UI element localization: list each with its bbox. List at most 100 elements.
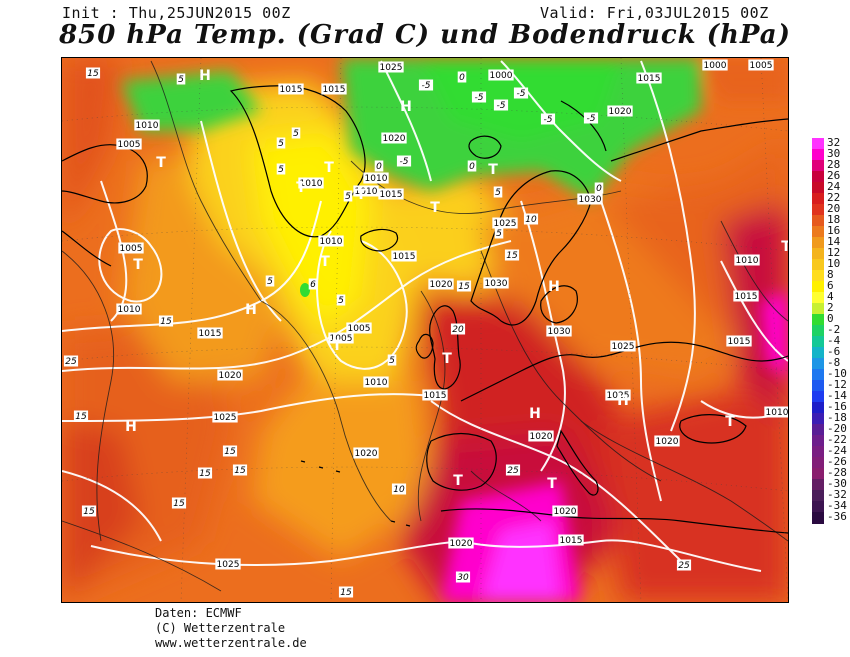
svg-text:H: H: [199, 68, 211, 84]
svg-text:1015: 1015: [560, 536, 583, 546]
isotherm-label: 10: [391, 483, 407, 495]
svg-text:10: 10: [525, 215, 537, 225]
isobar-label: 1015: [378, 188, 404, 200]
svg-text:-5: -5: [475, 93, 484, 103]
legend-swatch: [812, 226, 824, 238]
isotherm-label: 15: [85, 67, 101, 79]
legend-swatch: [812, 160, 824, 172]
legend-label: 32: [827, 136, 841, 149]
isobar-label: 1030: [483, 277, 509, 289]
legend-swatch: [812, 501, 824, 513]
isobar-label: 1010: [734, 254, 760, 266]
isobar-label: 1010: [764, 406, 788, 418]
isotherm-label: 15: [232, 464, 248, 476]
legend-swatch: [812, 314, 824, 326]
coastlines: [62, 85, 788, 534]
legend-swatch: [812, 391, 824, 403]
isobar-label: 1020: [607, 105, 633, 117]
credit-website: www.wetterzentrale.de: [155, 636, 307, 650]
svg-text:20: 20: [452, 325, 464, 335]
svg-text:1015: 1015: [638, 74, 661, 84]
graticule: [62, 58, 788, 602]
svg-text:15: 15: [199, 469, 211, 479]
svg-text:1025: 1025: [612, 342, 635, 352]
legend-swatch: [812, 479, 824, 491]
svg-text:H: H: [125, 419, 137, 435]
legend-label: -18: [827, 411, 847, 424]
low-pressure-centers: T T T T T T T T T T T T T T: [133, 155, 788, 492]
low-center-marker: T: [725, 414, 735, 430]
svg-text:15: 15: [173, 499, 185, 509]
low-center-marker: T: [781, 239, 788, 255]
svg-text:T: T: [324, 160, 334, 176]
legend-label: -8: [827, 356, 841, 369]
svg-text:1030: 1030: [485, 279, 508, 289]
legend-label: 10: [827, 257, 841, 270]
svg-text:1020: 1020: [219, 371, 242, 381]
svg-text:0: 0: [376, 162, 382, 172]
isobar-label: 1010: [298, 177, 324, 189]
init-time: Init : Thu,25JUN2015 00Z: [62, 4, 291, 22]
svg-text:1010: 1010: [355, 187, 378, 197]
isobar-label: 1015: [278, 83, 304, 95]
high-center-marker: H: [199, 68, 211, 84]
legend-label: -24: [827, 444, 847, 457]
svg-text:5: 5: [278, 139, 284, 149]
legend-label: -32: [827, 488, 847, 501]
legend-label: -20: [827, 422, 847, 435]
legend-label: 14: [827, 235, 841, 248]
legend-label: 22: [827, 191, 841, 204]
legend-swatch: [812, 336, 824, 348]
credit-data-source: Daten: ECMWF: [155, 606, 242, 620]
svg-text:H: H: [617, 393, 629, 409]
svg-text:25: 25: [678, 561, 690, 571]
svg-text:1015: 1015: [199, 329, 222, 339]
svg-text:1020: 1020: [355, 449, 378, 459]
svg-text:-5: -5: [587, 114, 596, 124]
svg-text:H: H: [400, 99, 412, 115]
svg-text:-5: -5: [422, 81, 431, 91]
isobar-label: 1020: [654, 435, 680, 447]
legend-swatch: [812, 512, 824, 524]
isotherm-label: 15: [338, 586, 354, 598]
isotherm-label: 20: [450, 323, 466, 335]
legend-label: -10: [827, 367, 847, 380]
legend-label: 24: [827, 180, 841, 193]
svg-text:5: 5: [293, 129, 299, 139]
isobar-label: 1015: [321, 83, 347, 95]
svg-text:T: T: [453, 473, 463, 489]
isobar-label: 1030: [546, 325, 572, 337]
legend-swatch: [812, 138, 824, 150]
isotherm-label: 15: [504, 249, 520, 261]
svg-text:T: T: [356, 187, 366, 203]
svg-text:1010: 1010: [365, 174, 388, 184]
svg-text:25: 25: [507, 466, 519, 476]
isotherm-label: 5: [291, 127, 301, 139]
isotherm-label: 15: [81, 505, 97, 517]
svg-text:5: 5: [345, 192, 351, 202]
isobar-label: 1015: [636, 72, 662, 84]
legend-swatch: [812, 259, 824, 271]
svg-text:H: H: [245, 302, 257, 318]
isotherm-label: 5: [265, 275, 275, 287]
isotherm-label: 5: [276, 137, 286, 149]
isobar-label: 1020: [528, 430, 554, 442]
isotherm-label: 0: [467, 160, 477, 172]
svg-text:15: 15: [506, 251, 518, 261]
svg-text:T: T: [547, 476, 557, 492]
svg-text:1020: 1020: [530, 432, 553, 442]
svg-text:5: 5: [278, 165, 284, 175]
isotherm-label: 10: [523, 213, 539, 225]
isotherm-label: 15: [171, 497, 187, 509]
legend-label: -28: [827, 466, 847, 479]
svg-text:5: 5: [267, 277, 273, 287]
isobar-label: 1020: [552, 505, 578, 517]
svg-text:T: T: [781, 239, 788, 255]
svg-text:10: 10: [393, 485, 405, 495]
isotherm-label: 15: [222, 445, 238, 457]
svg-text:1020: 1020: [450, 539, 473, 549]
isobar-label: 1000: [488, 69, 514, 81]
legend-swatch: [812, 292, 824, 304]
legend-swatch: [812, 435, 824, 447]
